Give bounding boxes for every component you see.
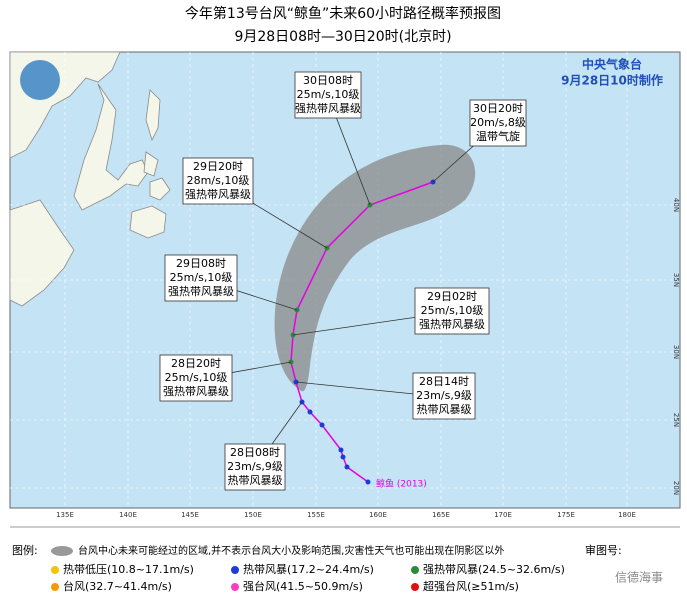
lat-label: 35N bbox=[672, 273, 680, 287]
forecast-time: 28日14时 bbox=[419, 375, 469, 388]
legend-swatch bbox=[231, 583, 239, 591]
forecast-time: 28日08时 bbox=[230, 446, 280, 459]
forecast-time: 30日20时 bbox=[473, 102, 523, 115]
lon-label: 160E bbox=[369, 511, 387, 519]
label-box bbox=[294, 71, 362, 119]
forecast-level: 热带风暴级 bbox=[417, 403, 472, 416]
storm-label: 鲸鱼 (2013) bbox=[376, 478, 427, 490]
review-number: 审图号: bbox=[585, 543, 622, 557]
label-box bbox=[159, 354, 233, 402]
forecast-wind: 23m/s,9级 bbox=[227, 460, 283, 473]
watermark: 信德海事 bbox=[615, 570, 663, 585]
label-box bbox=[224, 443, 286, 491]
legend-item: 强热带风暴(24.5~32.6m/s) bbox=[423, 563, 565, 576]
legend-swatch bbox=[411, 566, 419, 574]
legend-swatch bbox=[411, 583, 419, 591]
forecast-wind: 25m/s,10级 bbox=[165, 371, 228, 384]
lon-label: 180E bbox=[618, 511, 636, 519]
track-point bbox=[344, 464, 350, 470]
forecast-level: 强热带风暴级 bbox=[168, 285, 234, 298]
lat-label: 25N bbox=[672, 413, 680, 427]
forecast-wind: 20m/s,8级 bbox=[470, 116, 526, 129]
forecast-level: 温带气旋 bbox=[476, 129, 520, 143]
forecast-wind: 28m/s,10级 bbox=[187, 174, 250, 187]
forecast-time: 28日20时 bbox=[171, 357, 221, 370]
probability-cone bbox=[274, 144, 476, 392]
track-point bbox=[340, 454, 346, 460]
legend-item: 台风(32.7~41.4m/s) bbox=[63, 579, 172, 593]
lon-label: 175E bbox=[557, 511, 575, 519]
track-point bbox=[307, 409, 313, 415]
lon-label: 150E bbox=[244, 511, 262, 519]
title: 今年第13号台风“鲸鱼”未来60小时路径概率预报图 bbox=[185, 5, 501, 22]
lon-label: 155E bbox=[307, 511, 325, 519]
legend-swatch bbox=[231, 566, 239, 574]
lon-label: 140E bbox=[119, 511, 137, 519]
forecast-wind: 25m/s,10级 bbox=[297, 88, 360, 101]
forecast-level: 强热带风暴级 bbox=[295, 102, 361, 115]
label-box bbox=[182, 157, 254, 205]
forecast-level: 强热带风暴级 bbox=[185, 188, 251, 201]
forecast-time: 30日08时 bbox=[303, 74, 353, 87]
legend-item: 超强台风(≥51m/s) bbox=[423, 579, 519, 593]
agency-logo bbox=[20, 60, 60, 100]
track-point bbox=[338, 447, 344, 453]
label-box bbox=[469, 99, 527, 147]
lat-label: 40N bbox=[672, 198, 680, 212]
label-box bbox=[414, 287, 490, 335]
issue-time: 9月28日10时制作 bbox=[561, 73, 663, 88]
legend-cone: 台风中心未来可能经过的区域,并不表示台风大小及影响范围,灾害性天气也可能出现在阴… bbox=[78, 544, 504, 557]
lat-label: 20N bbox=[672, 481, 680, 495]
label-box bbox=[164, 254, 238, 302]
forecast-level: 强热带风暴级 bbox=[163, 385, 229, 398]
lon-label: 170E bbox=[494, 511, 512, 519]
forecast-time: 29日02时 bbox=[427, 290, 477, 303]
legend-heading: 图例: bbox=[12, 543, 38, 557]
track-point bbox=[365, 479, 371, 485]
forecast-level: 强热带风暴级 bbox=[419, 318, 485, 331]
forecast-time: 29日20时 bbox=[193, 160, 243, 173]
forecast-wind: 23m/s,9级 bbox=[416, 389, 472, 402]
forecast-level: 热带风暴级 bbox=[228, 474, 283, 487]
forecast-wind: 25m/s,10级 bbox=[421, 304, 484, 317]
forecast-time: 29日08时 bbox=[176, 257, 226, 270]
legend-swatch bbox=[51, 583, 59, 591]
subtitle: 9月28日08时—30日20时(北京时) bbox=[234, 29, 451, 45]
lat-label: 30N bbox=[672, 345, 680, 359]
forecast-wind: 25m/s,10级 bbox=[170, 271, 233, 284]
legend-swatch bbox=[51, 566, 59, 574]
legend-item: 强台风(41.5~50.9m/s) bbox=[243, 579, 363, 593]
track-point bbox=[319, 422, 325, 428]
lon-label: 145E bbox=[181, 511, 199, 519]
lon-label: 135E bbox=[56, 511, 74, 519]
lon-label: 165E bbox=[432, 511, 450, 519]
agency-name: 中央气象台 bbox=[582, 57, 642, 72]
legend-item: 热带风暴(17.2~24.4m/s) bbox=[243, 563, 374, 576]
label-box bbox=[412, 372, 476, 420]
graticule bbox=[10, 52, 680, 508]
legend-cone-swatch bbox=[51, 546, 73, 556]
legend-item: 热带低压(10.8~17.1m/s) bbox=[63, 563, 194, 576]
